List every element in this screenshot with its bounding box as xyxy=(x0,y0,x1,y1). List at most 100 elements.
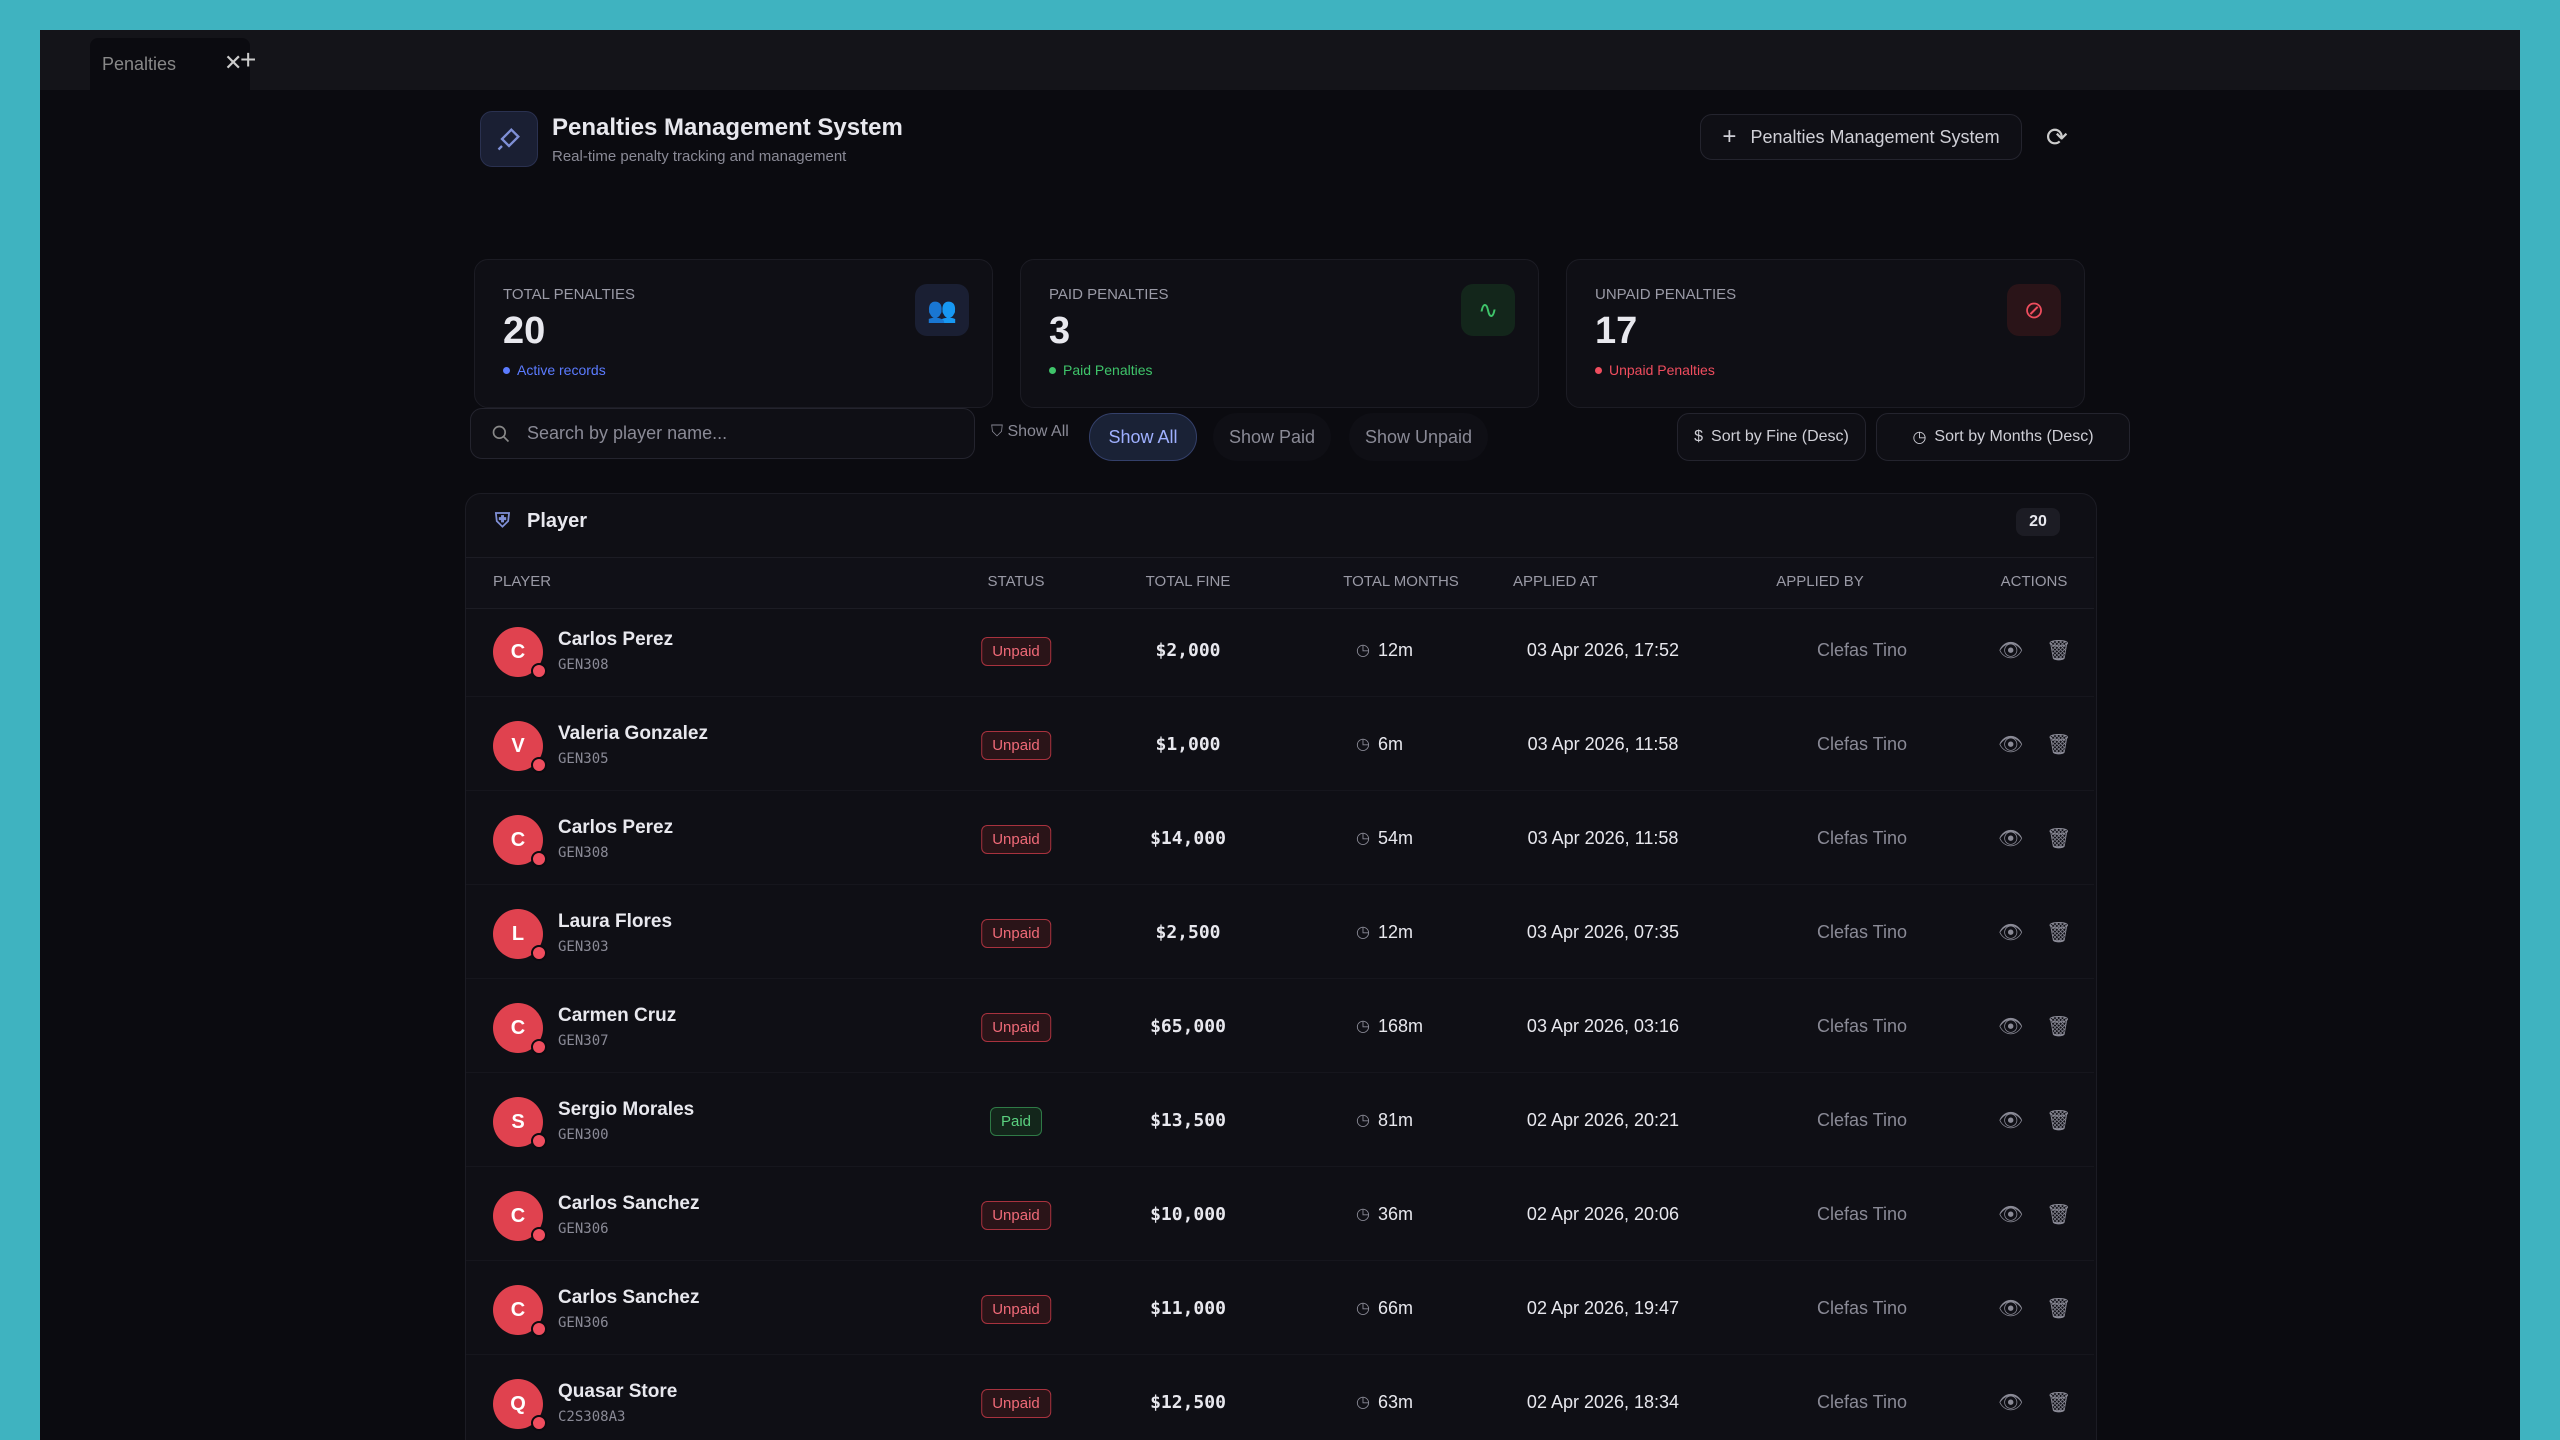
row-divider xyxy=(466,1354,2094,1355)
applied-by: Clefas Tino xyxy=(1816,734,1908,754)
delete-button[interactable]: 🗑 xyxy=(2046,1110,2072,1132)
player-name: Carlos Perez xyxy=(558,629,674,650)
sort-button[interactable]: $ Sort by Fine (Desc) xyxy=(1677,413,1866,461)
applied-at: 02 Apr 2026, 20:21 xyxy=(1526,1110,1680,1130)
status-badge: Unpaid xyxy=(981,1201,1051,1230)
view-button[interactable]: 👁 xyxy=(1998,640,2024,662)
window: Penalties ✕ + Penalties Management Syste… xyxy=(40,30,2520,1440)
clock-icon: ◷ xyxy=(1356,924,1370,941)
clock-icon: ◷ xyxy=(1356,736,1370,753)
status-badge: Unpaid xyxy=(981,1295,1051,1324)
stat-icon: ⊘ xyxy=(2007,284,2061,336)
view-button[interactable]: 👁 xyxy=(1998,1110,2024,1132)
table-panel xyxy=(465,493,2097,1440)
player-id: GEN308 xyxy=(558,657,609,673)
player-name: Carmen Cruz xyxy=(558,1005,677,1026)
total-fine: $10,000 xyxy=(1150,1204,1226,1225)
sort-button[interactable]: ◷ Sort by Months (Desc) xyxy=(1876,413,2130,461)
avatar-status-dot xyxy=(531,945,547,961)
filter-label-text: Show All xyxy=(1007,423,1069,440)
row-divider xyxy=(466,696,2094,697)
stat-dot xyxy=(1049,367,1056,374)
column-header: APPLIED BY xyxy=(1776,573,1864,590)
avatar-status-dot xyxy=(531,851,547,867)
total-fine: $13,500 xyxy=(1150,1110,1226,1131)
applied-at: 03 Apr 2026, 11:58 xyxy=(1527,828,1679,848)
total-fine: $2,500 xyxy=(1155,922,1221,943)
delete-button[interactable]: 🗑 xyxy=(2046,922,2072,944)
view-button[interactable]: 👁 xyxy=(1998,922,2024,944)
applied-by: Clefas Tino xyxy=(1816,828,1908,848)
delete-button[interactable]: 🗑 xyxy=(2046,1204,2072,1226)
filter-button[interactable]: Show Paid xyxy=(1213,413,1331,461)
applied-by: Clefas Tino xyxy=(1816,1016,1908,1036)
status-badge: Paid xyxy=(989,1107,1043,1136)
view-button[interactable]: 👁 xyxy=(1998,734,2024,756)
applied-by: Clefas Tino xyxy=(1816,1110,1908,1130)
delete-button[interactable]: 🗑 xyxy=(2046,1392,2072,1414)
delete-button[interactable]: 🗑 xyxy=(2046,1016,2072,1038)
view-button[interactable]: 👁 xyxy=(1998,1204,2024,1226)
player-name: Carlos Perez xyxy=(558,817,674,838)
sort-icon: $ xyxy=(1694,428,1704,445)
total-fine: $11,000 xyxy=(1150,1298,1226,1319)
status-badge: Unpaid xyxy=(981,825,1051,854)
row-divider xyxy=(466,1072,2094,1073)
search-input[interactable]: Search by player name... xyxy=(470,408,975,459)
player-name: Carlos Sanchez xyxy=(558,1193,700,1214)
status-badge: Unpaid xyxy=(981,637,1051,666)
view-button[interactable]: 👁 xyxy=(1998,1392,2024,1414)
new-tab[interactable]: + xyxy=(240,44,257,75)
stat-card: PAID PENALTIES 3 Paid Penalties ∿ xyxy=(1020,259,1539,408)
total-fine: $1,000 xyxy=(1155,734,1221,755)
column-header: TOTAL MONTHS xyxy=(1343,573,1459,590)
stat-label: UNPAID PENALTIES xyxy=(1595,286,1737,303)
refresh-button[interactable]: ⟳ xyxy=(2046,122,2068,152)
avatar-status-dot xyxy=(531,757,547,773)
header-button[interactable]: + Penalties Management System xyxy=(1700,114,2022,160)
avatar-status-dot xyxy=(531,1039,547,1055)
player-name: Sergio Morales xyxy=(558,1099,695,1120)
column-header: APPLIED AT xyxy=(1513,573,1598,590)
total-fine: $2,000 xyxy=(1155,640,1221,661)
player-name: Valeria Gonzalez xyxy=(558,723,708,744)
applied-by: Clefas Tino xyxy=(1816,1392,1908,1412)
table-count: 20 xyxy=(2016,508,2060,536)
view-button[interactable]: 👁 xyxy=(1998,1298,2024,1320)
applied-at: 03 Apr 2026, 17:52 xyxy=(1526,640,1680,660)
filter-label: ⛉ Show All xyxy=(991,423,1069,440)
applied-at: 02 Apr 2026, 18:34 xyxy=(1526,1392,1680,1412)
sort-label: Sort by Fine (Desc) xyxy=(1711,428,1849,445)
avatar-status-dot xyxy=(531,1321,547,1337)
tab-close[interactable]: ✕ xyxy=(224,50,243,75)
delete-button[interactable]: 🗑 xyxy=(2046,734,2072,756)
status-badge: Unpaid xyxy=(981,1389,1051,1418)
total-fine: $12,500 xyxy=(1150,1392,1226,1413)
player-name: Quasar Store xyxy=(558,1381,678,1402)
status-badge: Unpaid xyxy=(981,731,1051,760)
filter-button[interactable]: Show All xyxy=(1089,413,1197,461)
table-icon: ⛨ xyxy=(495,510,510,532)
player-name: Carlos Sanchez xyxy=(558,1287,700,1308)
stat-icon: 👥 xyxy=(915,284,969,336)
stat-label: TOTAL PENALTIES xyxy=(503,286,635,303)
total-months: 36m xyxy=(1378,1204,1414,1224)
clock-icon: ◷ xyxy=(1356,1300,1370,1317)
stat-value: 20 xyxy=(503,310,546,352)
search-placeholder: Search by player name... xyxy=(527,423,728,443)
applied-at: 03 Apr 2026, 07:35 xyxy=(1526,922,1680,942)
sort-label: Sort by Months (Desc) xyxy=(1934,428,2094,445)
clock-icon: ◷ xyxy=(1356,642,1370,659)
delete-button[interactable]: 🗑 xyxy=(2046,1298,2072,1320)
tab[interactable]: Penalties ✕ xyxy=(90,38,250,90)
avatar-status-dot xyxy=(531,663,547,679)
total-months: 12m xyxy=(1378,640,1414,660)
player-id: GEN306 xyxy=(558,1221,609,1237)
view-button[interactable]: 👁 xyxy=(1998,1016,2024,1038)
applied-by: Clefas Tino xyxy=(1816,1298,1908,1318)
delete-button[interactable]: 🗑 xyxy=(2046,828,2072,850)
filter-button[interactable]: Show Unpaid xyxy=(1349,413,1488,461)
view-button[interactable]: 👁 xyxy=(1998,828,2024,850)
delete-button[interactable]: 🗑 xyxy=(2046,640,2072,662)
